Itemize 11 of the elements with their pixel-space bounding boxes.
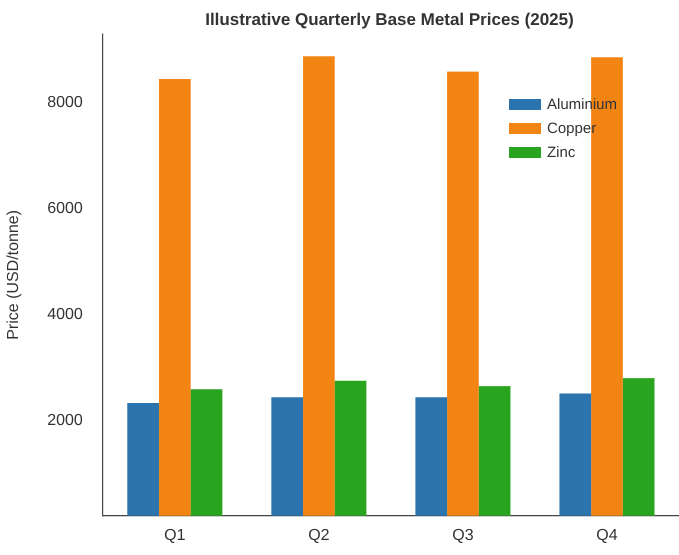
x-tick-label: Q4 xyxy=(596,526,618,544)
x-tick-label: Q3 xyxy=(452,526,474,544)
x-tick-label: Q1 xyxy=(164,526,186,544)
legend-label: Zinc xyxy=(547,144,576,162)
y-tick-label: 8000 xyxy=(47,94,83,112)
y-tick-label: 2000 xyxy=(47,412,83,429)
chart-title: Illustrative Quarterly Base Metal Prices (2025) xyxy=(204,10,575,30)
x-tick-label: Q2 xyxy=(308,526,330,544)
y-tick-label: 6000 xyxy=(47,200,83,218)
y-axis-title: Price (USD/tonne) xyxy=(5,210,22,340)
y-tick-label: 4000 xyxy=(47,306,83,324)
